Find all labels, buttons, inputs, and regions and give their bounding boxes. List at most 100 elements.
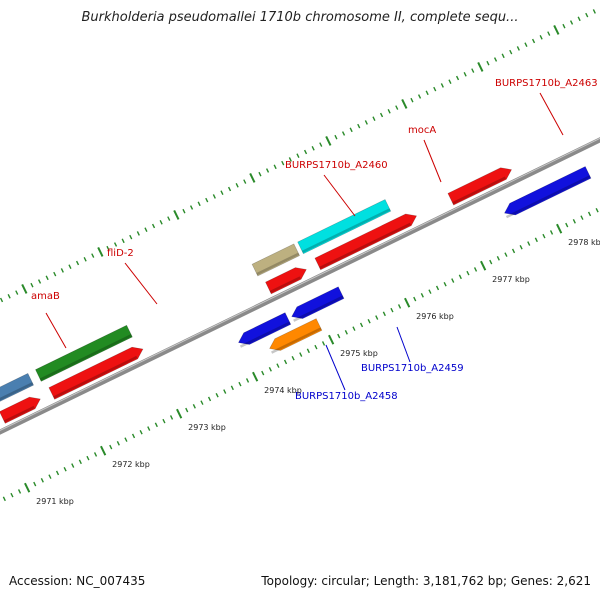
gene-feature-rev-7[interactable] bbox=[291, 286, 345, 319]
outer-minor-tick bbox=[220, 190, 224, 195]
outer-minor-tick bbox=[113, 242, 118, 247]
outer-minor-tick bbox=[387, 109, 391, 114]
gene-feature-fwd-5[interactable] bbox=[447, 167, 513, 206]
gene-label-burps1710b-a2460[interactable]: BURPS1710b_A2460 bbox=[285, 160, 388, 171]
inner-minor-tick bbox=[261, 370, 265, 376]
gene-feature-burps1710b-a2460[interactable] bbox=[251, 243, 300, 277]
inner-minor-tick bbox=[359, 322, 364, 328]
inner-minor-tick bbox=[93, 452, 98, 457]
gene-feature-fwd-3[interactable] bbox=[265, 267, 307, 295]
outer-minor-tick bbox=[440, 83, 444, 88]
inner-minor-tick bbox=[185, 407, 189, 413]
inner-minor-tick bbox=[131, 433, 136, 439]
inner-minor-tick bbox=[154, 422, 158, 428]
inner-major-tick bbox=[252, 371, 259, 382]
gene-feature-rev-6[interactable] bbox=[238, 312, 292, 345]
outer-minor-tick bbox=[121, 238, 125, 244]
inner-minor-tick bbox=[519, 244, 523, 250]
gene-feature-burps1710b-a2458-shade bbox=[271, 327, 322, 354]
inner-minor-tick bbox=[337, 333, 341, 339]
gene-feature-fwd-1-shade bbox=[3, 405, 35, 423]
inner-minor-tick bbox=[169, 415, 174, 420]
inner-minor-tick bbox=[215, 392, 219, 398]
inner-minor-tick bbox=[428, 289, 432, 294]
inner-minor-tick bbox=[139, 429, 143, 435]
inner-minor-tick bbox=[71, 463, 75, 468]
inner-minor-tick bbox=[504, 252, 508, 257]
inner-minor-tick bbox=[572, 219, 576, 224]
outer-minor-tick bbox=[83, 257, 87, 262]
inner-major-tick bbox=[480, 260, 487, 271]
gene-feature-rev-7-shade bbox=[293, 295, 344, 322]
inner-major-tick bbox=[556, 223, 563, 234]
gene-feature-fwd-5-shade bbox=[452, 176, 506, 205]
outer-minor-tick bbox=[357, 123, 361, 129]
gene-feature-burps1710b-a2458[interactable] bbox=[269, 318, 323, 351]
gene-feature-moca[interactable] bbox=[297, 199, 392, 255]
inner-minor-tick bbox=[268, 367, 272, 372]
inner-minor-tick bbox=[595, 207, 599, 213]
gene-feature-fwd-4-shade bbox=[319, 222, 411, 270]
scale-label-2975: 2975 kbp bbox=[340, 349, 378, 358]
outer-minor-tick bbox=[212, 194, 216, 199]
gene-label-burps1710b-a2463[interactable]: BURPS1710b_A2463 bbox=[495, 78, 598, 89]
inner-major-tick bbox=[404, 297, 411, 308]
inner-minor-tick bbox=[466, 270, 470, 276]
inner-minor-tick bbox=[413, 296, 417, 302]
gene-feature-rev-6-shade bbox=[239, 321, 291, 348]
gene-feature-amab-shade bbox=[0, 382, 34, 401]
outer-minor-tick bbox=[493, 57, 498, 62]
outer-minor-tick bbox=[197, 201, 201, 207]
gene-label-moca[interactable]: mocA bbox=[408, 125, 436, 136]
scale-label-2977: 2977 kbp bbox=[492, 275, 530, 284]
inner-minor-tick bbox=[565, 222, 569, 228]
outer-minor-tick bbox=[30, 282, 34, 288]
outer-minor-tick bbox=[144, 227, 148, 232]
outer-minor-tick bbox=[547, 31, 551, 36]
inner-minor-tick bbox=[55, 470, 60, 476]
outer-minor-tick bbox=[227, 186, 232, 192]
gene-label-flid-2[interactable]: fliD-2 bbox=[107, 248, 134, 259]
gene-feature-fwd-4[interactable] bbox=[314, 213, 418, 271]
gene-features[interactable] bbox=[0, 166, 592, 446]
outer-major-tick bbox=[249, 172, 256, 183]
inner-minor-tick bbox=[473, 267, 478, 272]
gene-labels: amaB fliD-2 BURPS1710b_A2460 mocA BURPS1710b… bbox=[31, 78, 598, 402]
gene-feature-amab[interactable] bbox=[0, 372, 34, 405]
gene-feature-fwd-1[interactable] bbox=[0, 396, 41, 424]
inner-minor-tick bbox=[367, 318, 371, 324]
outer-minor-tick bbox=[136, 231, 140, 236]
gene-feature-moca-shade bbox=[301, 208, 391, 254]
inner-minor-tick bbox=[276, 363, 280, 368]
outer-minor-tick bbox=[448, 79, 452, 84]
outer-minor-tick bbox=[258, 171, 262, 177]
outer-minor-tick bbox=[167, 216, 171, 221]
outer-minor-tick bbox=[45, 275, 49, 281]
inner-major-tick bbox=[328, 334, 335, 345]
inner-major-tick bbox=[100, 445, 107, 456]
gene-label-burps1710b-a2459[interactable]: BURPS1710b_A2459 bbox=[361, 363, 464, 374]
gene-feature-fwd-2[interactable] bbox=[48, 346, 144, 400]
inner-minor-tick bbox=[124, 437, 128, 442]
outer-minor-tick bbox=[311, 146, 315, 151]
inner-minor-tick bbox=[458, 274, 462, 280]
outer-minor-tick bbox=[189, 205, 194, 210]
outer-minor-tick bbox=[562, 23, 566, 29]
leader-line-burps1710b-a2459 bbox=[396, 326, 411, 363]
outer-minor-tick bbox=[349, 127, 353, 133]
outer-minor-tick bbox=[364, 120, 368, 125]
gene-label-burps1710b-a2458[interactable]: BURPS1710b_A2458 bbox=[295, 391, 398, 402]
inner-minor-tick bbox=[63, 466, 67, 472]
gene-feature-rev-8[interactable] bbox=[504, 166, 592, 216]
gene-label-amab[interactable]: amaB bbox=[31, 291, 60, 302]
scale-labels: 2971 kbp 2972 kbp 2973 kbp 2974 kbp 2975 kbp… bbox=[36, 238, 600, 506]
leader-line-flid-2 bbox=[124, 262, 158, 305]
map-title: Burkholderia pseudomallei 1710b chromoso… bbox=[81, 10, 519, 25]
backbone-highlight bbox=[0, 137, 600, 431]
outer-major-tick bbox=[173, 209, 180, 220]
gene-feature-flid-2[interactable] bbox=[35, 324, 133, 382]
scale-label-2973: 2973 kbp bbox=[188, 423, 226, 432]
outer-minor-tick bbox=[68, 264, 72, 269]
inner-minor-tick bbox=[245, 378, 250, 383]
